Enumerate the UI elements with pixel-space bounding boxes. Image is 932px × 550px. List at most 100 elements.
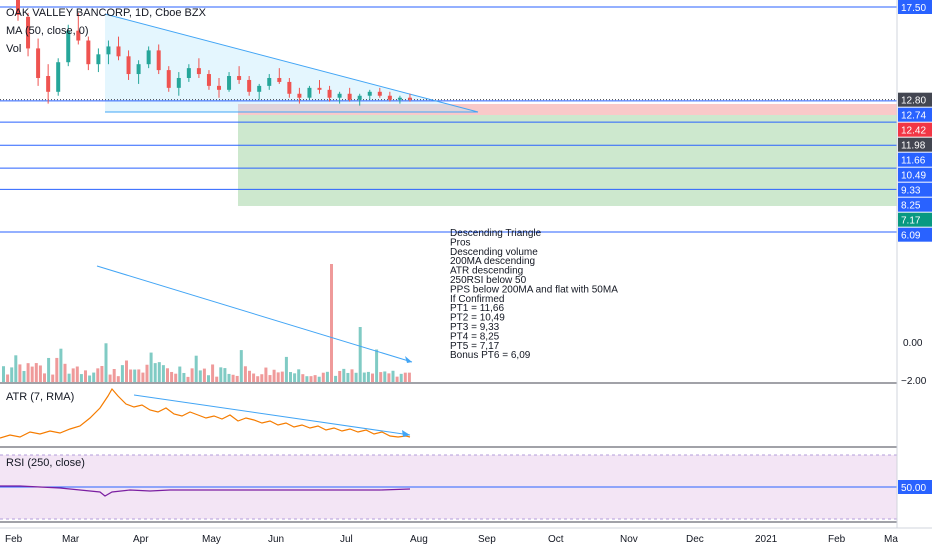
candle-body [347, 93, 352, 100]
volume-bar [186, 376, 190, 382]
symbol-title[interactable]: OAK VALLEY BANCORP, 1D, Cboe BZX [6, 7, 207, 19]
x-axis: Feb Mar Apr May Jun Jul Aug Sep Oct Nov Dec 2021 Feb… [5, 534, 898, 545]
note-line: PT3 = 9,33 [450, 322, 500, 333]
volume-bar [371, 373, 374, 382]
volume-bar [59, 348, 63, 382]
price-tag: 12.42 [901, 126, 926, 137]
volume-bar [67, 373, 71, 382]
note-line: ATR descending [450, 266, 523, 277]
volume-bar [84, 370, 87, 382]
volume-bar [96, 368, 100, 382]
volume-bar [358, 327, 362, 382]
candles [16, 0, 412, 106]
rsi-tag: 50.00 [901, 483, 926, 494]
atr-trend-line [133, 394, 411, 436]
volume-bar [379, 372, 383, 382]
volume-bar [108, 374, 112, 382]
volume-bar [391, 370, 395, 382]
note-line: 250RSI below 50 [450, 275, 527, 286]
candle-body [337, 93, 342, 98]
price-tag-bg [898, 92, 932, 107]
candle-body [227, 76, 232, 90]
candle-body [166, 70, 171, 88]
x-tick-label: 2021 [755, 534, 778, 545]
volume-bar [116, 376, 120, 382]
candle-body [217, 85, 221, 90]
volume-bar [161, 365, 165, 382]
volume-bar [79, 374, 83, 382]
volume-bar [252, 373, 256, 382]
volume-bar [55, 357, 59, 382]
price-tag-bg [898, 107, 932, 122]
volume-bar [149, 352, 153, 382]
note-line: PPS below 200MA and flat with 50MA [450, 284, 618, 295]
volume-bar [18, 364, 22, 382]
volume-bar [305, 376, 309, 382]
candle-body [76, 30, 81, 41]
volume-bar [141, 372, 145, 382]
volume-bar [6, 374, 10, 382]
volume-bar [297, 369, 301, 382]
volume-bar [129, 369, 133, 382]
volume-bar [10, 367, 14, 382]
volume-bar [104, 343, 108, 382]
ma-legend[interactable]: MA (50, close, 0) [6, 25, 89, 37]
volume-bar [338, 370, 342, 382]
candle-body [156, 50, 161, 71]
note-line: If Confirmed [450, 294, 504, 305]
atr-legend[interactable]: ATR (7, RMA) [6, 391, 74, 403]
target-zone [238, 115, 897, 206]
candle-body [257, 85, 262, 92]
x-tick-label: Nov [620, 534, 638, 545]
note-line: Pros [450, 237, 471, 248]
price-tag: 9.33 [901, 186, 921, 197]
x-tick-label: Dec [686, 534, 704, 545]
atr-line [0, 387, 411, 439]
note-line: PT5 = 7,17 [450, 341, 500, 352]
volume-bar [207, 375, 210, 382]
volume-bar [182, 372, 186, 382]
price-tag: 8.25 [901, 201, 921, 212]
price-tag: 7.17 [901, 216, 921, 227]
volume-bar [120, 365, 124, 382]
volume-bar [276, 372, 280, 382]
vol-legend[interactable]: Vol [6, 43, 21, 55]
candle-body [247, 79, 252, 92]
volume-bar [30, 366, 34, 382]
volume-bar [231, 374, 235, 382]
candle-body [367, 91, 372, 96]
volume-bar [51, 374, 55, 382]
candle-body [377, 91, 382, 96]
volume-trend-line [96, 265, 413, 363]
volume-scale-neg: −2.00 [901, 376, 927, 387]
note-line: 200MA descending [450, 256, 535, 267]
volume-bar [289, 372, 292, 382]
volume-bar [268, 375, 272, 382]
volume-bar [47, 357, 51, 382]
candle-body [136, 64, 141, 75]
volume-bar [92, 372, 96, 382]
note-line: PT4 = 8,25 [450, 331, 500, 342]
candle-body [327, 89, 332, 98]
rsi-line [0, 485, 411, 497]
candle-body [387, 95, 392, 100]
price-scale-bg[interactable] [897, 0, 932, 528]
price-tag: 12.80 [901, 96, 926, 107]
stop-zone [238, 104, 897, 115]
x-tick-label: Oct [548, 534, 564, 545]
volume-bar [145, 364, 149, 382]
rsi-legend[interactable]: RSI (250, close) [6, 457, 85, 469]
price-scale: 17.50 12.80 12.74 12.42 11.98 11.66 10.49 9.33 8… [898, 0, 932, 242]
volume-bar [366, 371, 370, 382]
volume-bar [301, 374, 305, 382]
x-tick-label: May [202, 534, 221, 545]
candle-body [16, 0, 20, 15]
candle-body [287, 81, 292, 94]
volume-bar [227, 373, 231, 382]
volume-bar [22, 370, 26, 382]
price-tag-bg [898, 167, 932, 182]
volume-bar [321, 372, 325, 382]
volume-bar [239, 350, 243, 382]
volume-bar [264, 367, 268, 382]
